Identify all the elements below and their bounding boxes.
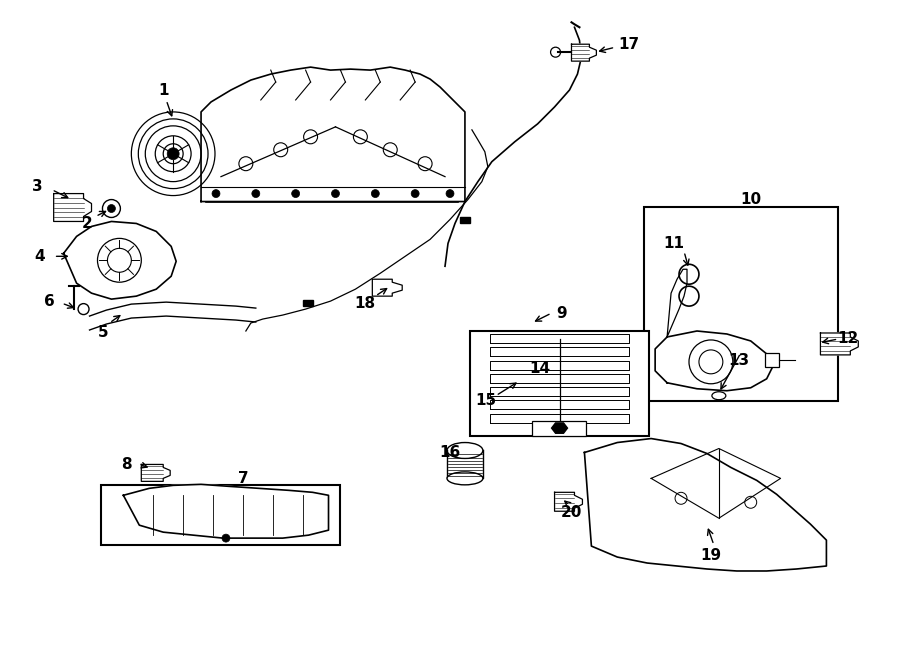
Text: 20: 20 [561,505,582,520]
Bar [644,206,839,401]
Polygon shape [655,331,772,391]
Text: 3: 3 [32,179,43,194]
Bar [765,353,778,367]
Polygon shape [490,387,629,396]
Circle shape [167,148,179,160]
Polygon shape [141,465,170,481]
Circle shape [372,190,379,198]
Polygon shape [490,360,629,369]
Text: 15: 15 [475,393,497,408]
Text: 1: 1 [158,83,168,98]
Polygon shape [584,438,826,571]
Text: 5: 5 [98,325,109,340]
Text: 13: 13 [728,354,750,368]
Polygon shape [490,334,629,343]
Polygon shape [447,451,483,479]
Text: 9: 9 [556,305,567,321]
Text: 14: 14 [529,362,550,376]
Polygon shape [667,269,687,337]
Polygon shape [201,67,465,202]
Bar [102,485,340,545]
Bar [470,331,649,436]
Circle shape [252,190,260,198]
Text: 18: 18 [355,295,376,311]
Circle shape [292,190,300,198]
Text: 12: 12 [838,331,859,346]
Polygon shape [490,414,629,422]
Polygon shape [821,333,859,355]
Text: 2: 2 [82,216,93,231]
Text: 19: 19 [700,547,722,563]
Circle shape [212,190,220,198]
Text: 4: 4 [34,249,45,264]
Polygon shape [89,302,256,330]
Bar [302,300,312,306]
Circle shape [107,204,115,212]
Circle shape [411,190,419,198]
Polygon shape [554,492,582,511]
Text: 16: 16 [439,445,461,460]
Polygon shape [64,221,176,299]
Bar [460,217,470,223]
Ellipse shape [447,442,483,459]
Ellipse shape [712,392,725,400]
Ellipse shape [447,472,483,485]
Text: 7: 7 [238,471,248,486]
Bar [532,420,587,436]
Polygon shape [54,194,92,221]
Text: 17: 17 [618,37,640,52]
Circle shape [331,190,339,198]
Polygon shape [373,279,402,296]
Circle shape [222,534,230,542]
Polygon shape [572,44,597,61]
Text: 10: 10 [740,192,761,207]
Text: 11: 11 [663,236,685,251]
Text: 8: 8 [122,457,131,472]
Polygon shape [552,423,568,433]
Polygon shape [490,374,629,383]
Polygon shape [490,401,629,409]
Polygon shape [123,485,328,538]
Text: 6: 6 [44,293,55,309]
Polygon shape [490,347,629,356]
Circle shape [446,190,454,198]
